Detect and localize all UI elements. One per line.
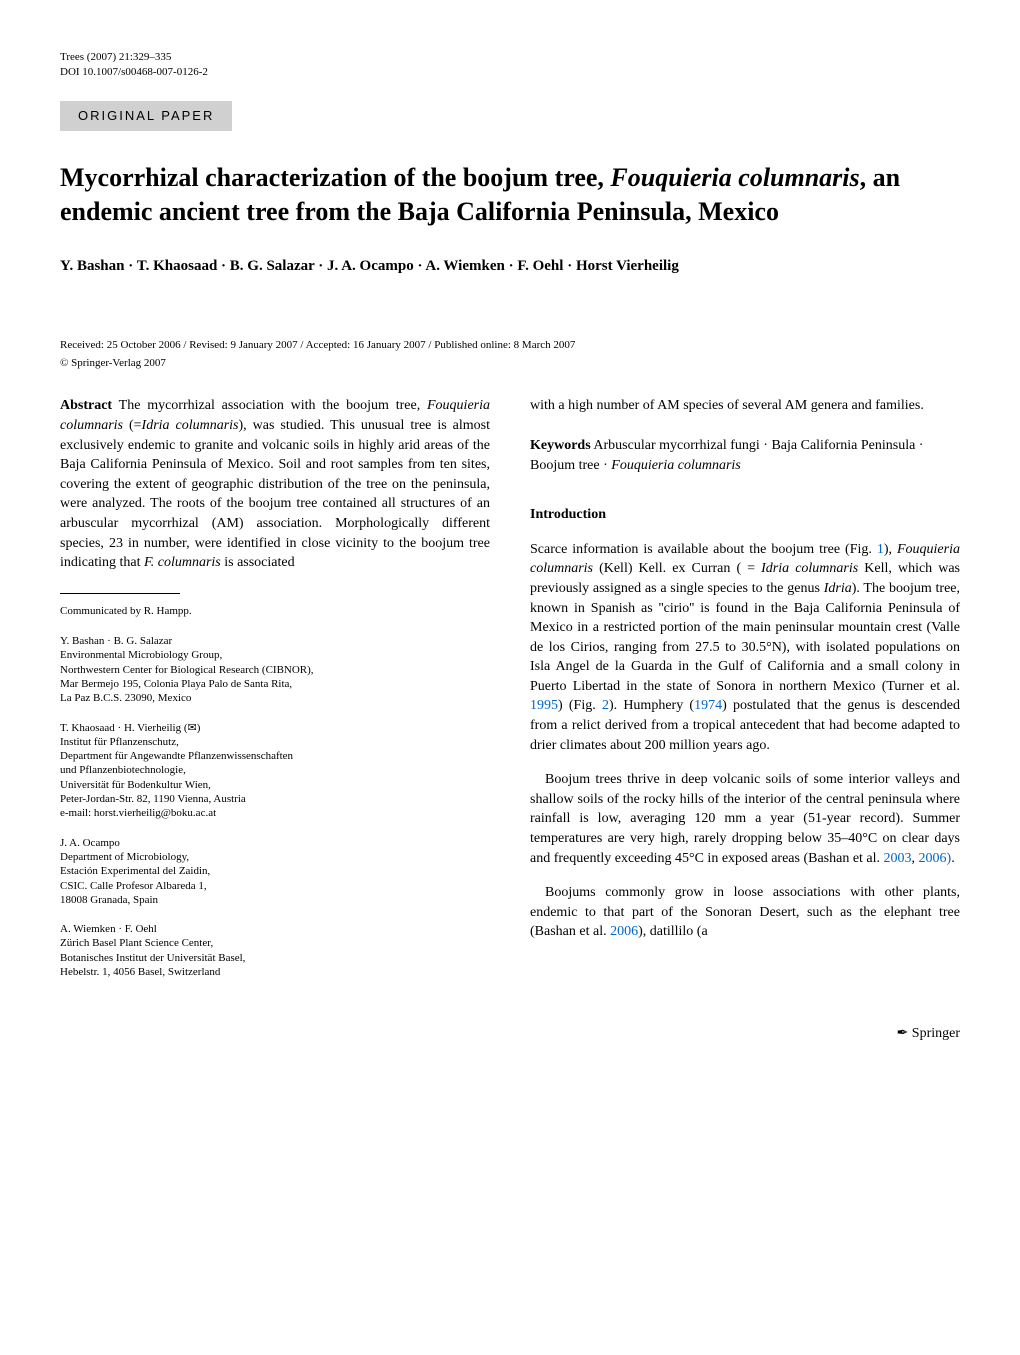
affiliation-line: Northwestern Center for Biological Resea… [60,663,490,677]
affiliation-line: Peter-Jordan-Str. 82, 1190 Vienna, Austr… [60,792,490,806]
springer-logo: ✒ Springer [60,1024,960,1044]
affiliation-authors: J. A. Ocampo [60,836,490,850]
abstract: Abstract The mycorrhizal association wit… [60,396,490,572]
affiliation-2: T. Khaosaad · H. Vierheilig (✉) Institut… [60,721,490,821]
affiliation-line: Department für Angewandte Pflanzenwissen… [60,749,490,763]
intro-para-1: Scarce information is available about th… [530,540,960,756]
introduction-heading: Introduction [530,505,960,525]
affiliation-line: 18008 Granada, Spain [60,893,490,907]
communicated-by: Communicated by R. Hampp. [60,604,490,619]
affiliation-line: Department of Microbiology, [60,850,490,864]
main-content: Abstract The mycorrhizal association wit… [60,396,960,994]
affiliation-3: J. A. Ocampo Department of Microbiology,… [60,836,490,907]
affiliation-4: A. Wiemken · F. Oehl Zürich Basel Plant … [60,922,490,979]
intro-para-3: Boojums commonly grow in loose associati… [530,883,960,942]
authors-list: Y. Bashan · T. Khaosaad · B. G. Salazar … [60,254,960,278]
abstract-continuation: with a high number of AM species of seve… [530,396,960,416]
affiliation-line: Botanisches Institut der Universität Bas… [60,951,490,965]
affiliation-line: Hebelstr. 1, 4056 Basel, Switzerland [60,965,490,979]
intro-para-2: Boojum trees thrive in deep volcanic soi… [530,770,960,868]
affiliation-line: Universität für Bodenkultur Wien, [60,778,490,792]
affiliation-line: CSIC. Calle Profesor Albareda 1, [60,879,490,893]
right-column: with a high number of AM species of seve… [530,396,960,994]
article-title: Mycorrhizal characterization of the booj… [60,161,960,229]
separator [60,593,180,594]
affiliation-line: e-mail: horst.vierheilig@boku.ac.at [60,806,490,820]
copyright: © Springer-Verlag 2007 [60,356,960,371]
abstract-label: Abstract [60,398,112,413]
affiliation-authors: Y. Bashan · B. G. Salazar [60,634,490,648]
affiliation-line: Zürich Basel Plant Science Center, [60,936,490,950]
journal-citation: Trees (2007) 21:329–335 [60,50,960,65]
doi: DOI 10.1007/s00468-007-0126-2 [60,65,960,80]
affiliation-line: Institut für Pflanzenschutz, [60,735,490,749]
affiliation-1: Y. Bashan · B. G. Salazar Environmental … [60,634,490,705]
section-label: ORIGINAL PAPER [60,101,232,131]
affiliation-line: Environmental Microbiology Group, [60,648,490,662]
affiliation-line: Mar Bermejo 195, Colonia Playa Palo de S… [60,677,490,691]
publication-dates: Received: 25 October 2006 / Revised: 9 J… [60,338,960,353]
journal-header: Trees (2007) 21:329–335 DOI 10.1007/s004… [60,50,960,81]
affiliation-line: La Paz B.C.S. 23090, Mexico [60,691,490,705]
affiliation-line: und Pflanzenbiotechnologie, [60,763,490,777]
left-column: Abstract The mycorrhizal association wit… [60,396,490,994]
affiliation-line: Estación Experimental del Zaidin, [60,864,490,878]
keywords: Keywords Arbuscular mycorrhizal fungi · … [530,436,960,475]
affiliation-authors: T. Khaosaad · H. Vierheilig (✉) [60,721,490,735]
affiliation-authors: A. Wiemken · F. Oehl [60,922,490,936]
keywords-label: Keywords [530,438,591,453]
